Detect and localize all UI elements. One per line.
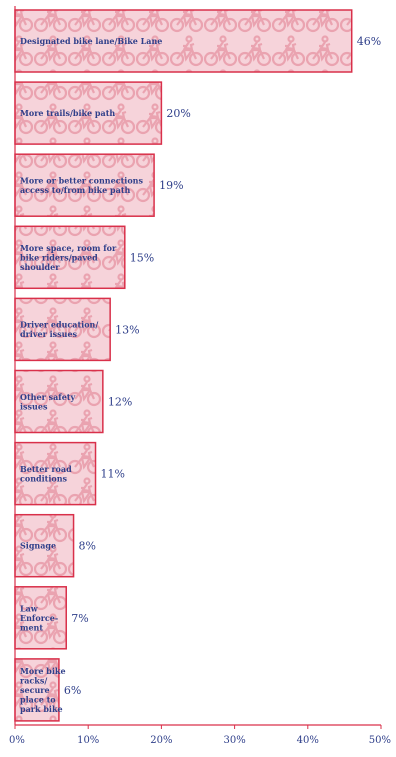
value-label-4: 13% <box>115 323 139 336</box>
x-tick-label-3: 30% <box>223 735 245 746</box>
bars-group <box>14 9 353 722</box>
bar-9 <box>14 658 60 722</box>
bar-5 <box>14 369 104 434</box>
value-label-6: 11% <box>101 468 125 481</box>
x-tick-label-5: 50% <box>369 735 391 746</box>
value-label-0: 46% <box>357 35 381 48</box>
value-label-8: 7% <box>71 612 88 625</box>
bar-3 <box>14 225 126 290</box>
value-labels-group: 46% 20% 19% 15% 13% 12% 11% 8% 7% 6% <box>64 35 381 697</box>
bar-6 <box>14 441 97 506</box>
value-label-9: 6% <box>64 684 81 697</box>
category-labels-group: Designated bike lane/Bike Lane More trail… <box>20 36 162 714</box>
category-label-9: More bike racks/secure place to park bike <box>20 666 66 714</box>
category-label-8: Law Enforce-ment <box>20 603 58 632</box>
category-label-6: Better road conditions <box>20 464 72 484</box>
category-label-0: Designated bike lane/Bike Lane <box>20 36 162 46</box>
value-label-1: 20% <box>166 107 190 120</box>
x-tick-label-0: 0% <box>9 735 25 746</box>
category-label-4: Driver education/driver issues <box>20 320 98 340</box>
x-tick-label-4: 40% <box>297 735 319 746</box>
category-label-5: Other safety issues <box>20 392 75 412</box>
x-tick-label-2: 20% <box>150 735 172 746</box>
value-label-7: 8% <box>79 540 96 553</box>
category-label-7: Signage <box>20 541 56 551</box>
category-label-3: More space, room for bike riders/paved sho… <box>20 243 117 272</box>
category-label-2: More or better connections access to/from… <box>20 175 143 195</box>
bar-0 <box>14 9 353 73</box>
bar-4 <box>14 297 111 362</box>
value-label-2: 19% <box>159 179 183 192</box>
value-label-5: 12% <box>108 396 132 409</box>
category-label-1: More trails/bike path <box>20 108 115 118</box>
x-tick-label-1: 10% <box>77 735 99 746</box>
bar-2 <box>14 153 155 217</box>
x-axis: 0% 10% 20% 30% 40% 50% <box>9 6 391 746</box>
value-label-3: 15% <box>130 251 154 264</box>
